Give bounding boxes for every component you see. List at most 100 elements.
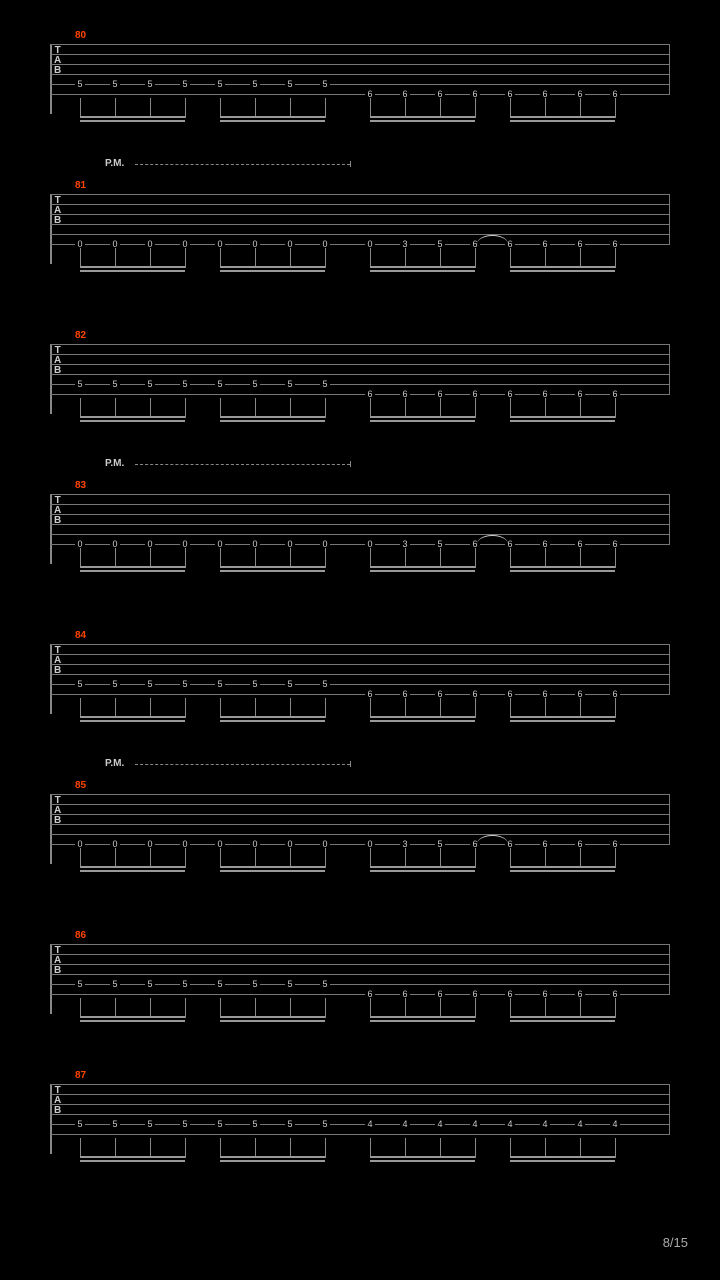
fret-number: 5 [75, 1119, 85, 1129]
beam [510, 1016, 615, 1018]
note-stem [405, 848, 406, 868]
note-stem [370, 98, 371, 118]
palm-mute-line [135, 164, 350, 166]
note-stem [510, 848, 511, 868]
staff-line [50, 644, 670, 645]
end-barline [669, 644, 670, 694]
beam [220, 1156, 325, 1158]
note-stem [220, 998, 221, 1018]
fret-number: 5 [215, 979, 225, 989]
note-stem [290, 248, 291, 268]
end-barline [669, 44, 670, 94]
beam [510, 870, 615, 872]
note-stem [615, 248, 616, 268]
beam [510, 1160, 615, 1162]
note-stem [370, 398, 371, 418]
beam [370, 270, 475, 272]
note-stem [580, 548, 581, 568]
note-stem [580, 1138, 581, 1158]
fret-number: 5 [145, 379, 155, 389]
beam [80, 866, 185, 868]
measure-number: 81 [75, 180, 86, 191]
staff-line [50, 514, 670, 515]
note-stem [255, 98, 256, 118]
note-stem [115, 398, 116, 418]
beam [220, 270, 325, 272]
measure: P.M.81TAB0000000003566666 [50, 180, 670, 325]
beam [80, 270, 185, 272]
note-stem [290, 698, 291, 718]
fret-number: 5 [320, 379, 330, 389]
staff-line [50, 74, 670, 75]
fret-number: 4 [505, 1119, 515, 1129]
note-stem [150, 1138, 151, 1158]
fret-number: 4 [400, 1119, 410, 1129]
note-stem [545, 1138, 546, 1158]
note-stem [325, 1138, 326, 1158]
note-stem [185, 98, 186, 118]
note-stem [255, 998, 256, 1018]
beam [370, 866, 475, 868]
beam [370, 566, 475, 568]
note-stem [80, 848, 81, 868]
note-stem [440, 248, 441, 268]
staff-line [50, 384, 670, 385]
staff-line [50, 504, 670, 505]
note-stem [150, 248, 151, 268]
note-stem [475, 848, 476, 868]
beam [80, 416, 185, 418]
fret-number: 4 [365, 1119, 375, 1129]
fret-number: 5 [215, 679, 225, 689]
measure: 84TAB5555555566666666 [50, 630, 670, 775]
note-stem [405, 1138, 406, 1158]
beam [80, 120, 185, 122]
fret-number: 5 [250, 979, 260, 989]
note-stem [115, 98, 116, 118]
note-stem [150, 548, 151, 568]
fret-number: 4 [470, 1119, 480, 1129]
note-stem [150, 98, 151, 118]
note-stem [545, 98, 546, 118]
fret-number: 5 [250, 379, 260, 389]
note-stem [440, 848, 441, 868]
tab-clef: TAB [54, 46, 60, 76]
staff-line [50, 1094, 670, 1095]
fret-number: 5 [215, 1119, 225, 1129]
palm-mute-end [350, 761, 351, 767]
note-stem [115, 848, 116, 868]
fret-number: 4 [435, 1119, 445, 1129]
staff-line [50, 814, 670, 815]
note-stem [510, 98, 511, 118]
fret-number: 5 [215, 379, 225, 389]
fret-number: 5 [145, 79, 155, 89]
staff-line [50, 984, 670, 985]
note-stem [370, 548, 371, 568]
note-stem [475, 998, 476, 1018]
end-barline [669, 494, 670, 544]
note-stem [290, 548, 291, 568]
measure: P.M.85TAB0000000003566666 [50, 780, 670, 925]
note-stem [475, 548, 476, 568]
note-stem [510, 248, 511, 268]
staff-line [50, 44, 670, 45]
staff-line [50, 1114, 670, 1115]
note-stem [185, 848, 186, 868]
measure-number: 80 [75, 30, 86, 41]
note-stem [325, 548, 326, 568]
note-stem [220, 1138, 221, 1158]
note-stem [115, 548, 116, 568]
note-stem [615, 548, 616, 568]
beam [80, 1160, 185, 1162]
note-stem [615, 98, 616, 118]
note-stem [405, 998, 406, 1018]
palm-mute-label: P.M. [105, 458, 124, 469]
measure-number: 85 [75, 780, 86, 791]
staff-line [50, 1134, 670, 1135]
note-stem [545, 998, 546, 1018]
fret-number: 4 [540, 1119, 550, 1129]
note-stem [475, 98, 476, 118]
page-number: 8/15 [663, 1235, 688, 1250]
note-stem [115, 1138, 116, 1158]
measure-number: 84 [75, 630, 86, 641]
note-stem [220, 698, 221, 718]
